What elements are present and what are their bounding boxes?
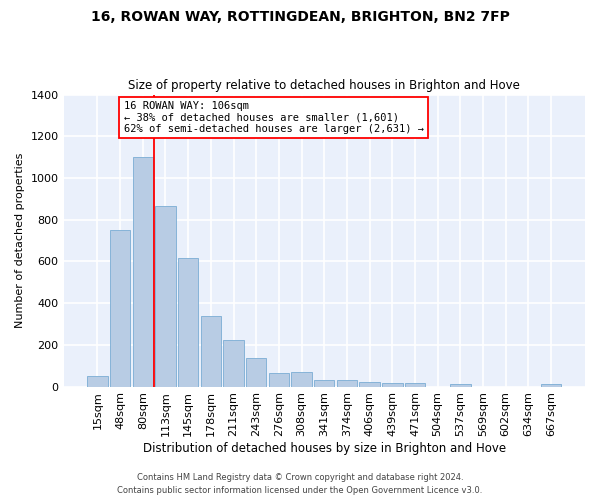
Text: 16, ROWAN WAY, ROTTINGDEAN, BRIGHTON, BN2 7FP: 16, ROWAN WAY, ROTTINGDEAN, BRIGHTON, BN… <box>91 10 509 24</box>
Bar <box>110 230 130 386</box>
Text: 16 ROWAN WAY: 106sqm
← 38% of detached houses are smaller (1,601)
62% of semi-de: 16 ROWAN WAY: 106sqm ← 38% of detached h… <box>124 101 424 134</box>
Bar <box>382 384 403 386</box>
Text: Contains HM Land Registry data © Crown copyright and database right 2024.
Contai: Contains HM Land Registry data © Crown c… <box>118 474 482 495</box>
Bar <box>178 258 199 386</box>
Bar <box>246 358 266 386</box>
Bar <box>87 376 107 386</box>
Bar <box>405 384 425 386</box>
Bar <box>450 384 470 386</box>
Bar <box>314 380 334 386</box>
Bar <box>269 373 289 386</box>
X-axis label: Distribution of detached houses by size in Brighton and Hove: Distribution of detached houses by size … <box>143 442 506 455</box>
Bar <box>155 206 176 386</box>
Bar <box>337 380 357 386</box>
Bar <box>359 382 380 386</box>
Bar <box>223 340 244 386</box>
Bar <box>541 384 561 386</box>
Bar <box>133 157 153 386</box>
Bar <box>200 316 221 386</box>
Title: Size of property relative to detached houses in Brighton and Hove: Size of property relative to detached ho… <box>128 79 520 92</box>
Bar <box>292 372 312 386</box>
Y-axis label: Number of detached properties: Number of detached properties <box>15 153 25 328</box>
